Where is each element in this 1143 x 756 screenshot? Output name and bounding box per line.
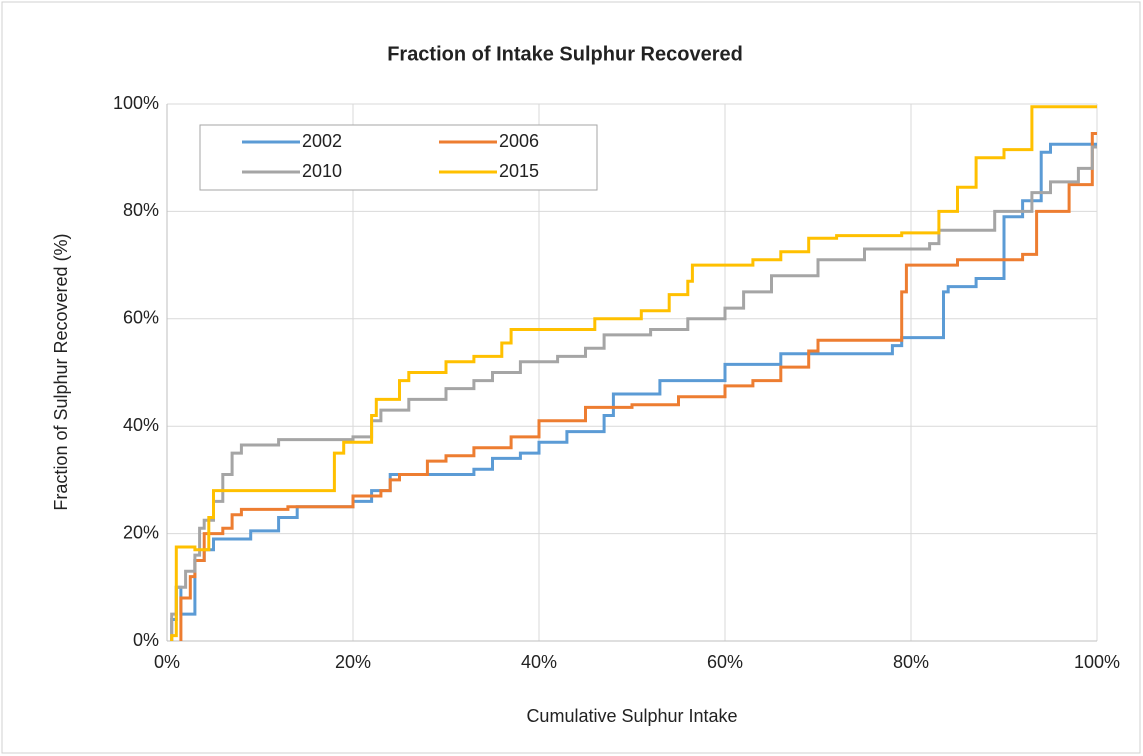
x-tick-label: 60% bbox=[707, 652, 743, 672]
y-tick-label: 40% bbox=[123, 415, 159, 435]
series-line bbox=[179, 132, 1097, 641]
y-tick-label: 20% bbox=[123, 522, 159, 542]
y-tick-label: 80% bbox=[123, 200, 159, 220]
y-tick-label: 0% bbox=[133, 630, 159, 650]
x-tick-label: 100% bbox=[1074, 652, 1120, 672]
x-tick-label: 0% bbox=[154, 652, 180, 672]
x-axis-label: Cumulative Sulphur Intake bbox=[526, 706, 737, 726]
legend-label: 2006 bbox=[499, 131, 539, 151]
x-tick-label: 40% bbox=[521, 652, 557, 672]
x-tick-label: 20% bbox=[335, 652, 371, 672]
series-line bbox=[170, 105, 1097, 641]
series-line bbox=[170, 142, 1097, 641]
y-axis-label: Fraction of Sulphur Recovered (%) bbox=[51, 233, 71, 510]
chart-title: Fraction of Intake Sulphur Recovered bbox=[387, 43, 743, 65]
y-tick-label: 100% bbox=[113, 93, 159, 113]
legend-label: 2010 bbox=[302, 161, 342, 181]
legend-label: 2002 bbox=[302, 131, 342, 151]
legend-box bbox=[199, 124, 598, 191]
series-line bbox=[170, 145, 1097, 641]
x-tick-label: 80% bbox=[893, 652, 929, 672]
legend-label: 2015 bbox=[499, 161, 539, 181]
y-tick-label: 60% bbox=[123, 308, 159, 328]
